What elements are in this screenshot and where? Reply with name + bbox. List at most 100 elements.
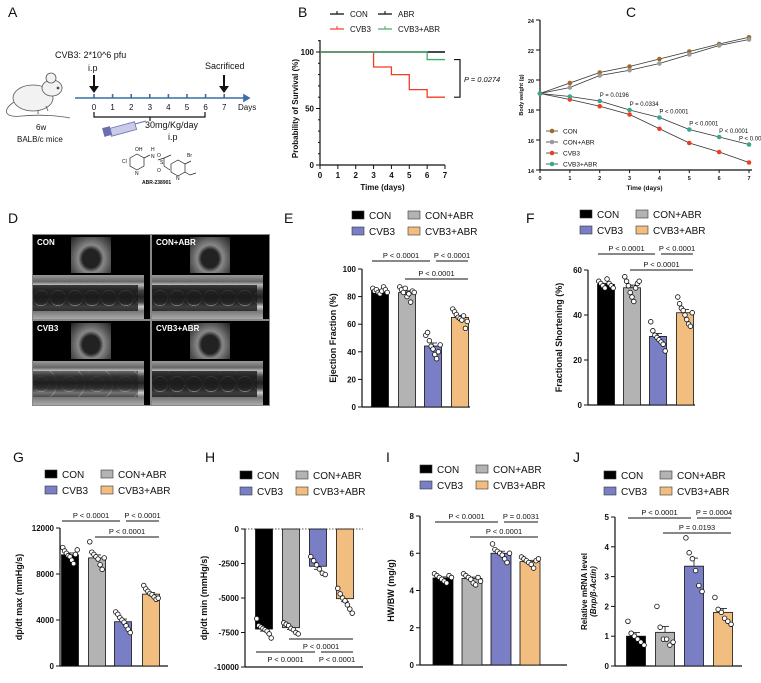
data-point <box>70 560 77 567</box>
legend-label: CVB3+ABR <box>425 227 478 238</box>
legend-item: CON+ABR <box>546 140 595 147</box>
data-point <box>689 310 695 316</box>
data-point <box>718 609 725 616</box>
panel-label-e: E <box>284 210 293 226</box>
atom-label: Br <box>187 153 192 159</box>
data-point <box>657 61 662 66</box>
timeline-day-label: 1 <box>110 103 115 112</box>
data-point <box>489 541 496 547</box>
data-point <box>402 285 408 292</box>
weight-line-con <box>539 36 750 94</box>
y-axis-label: dp/dt min (mmHg/s) <box>199 556 209 641</box>
atom-label: OH <box>135 147 143 153</box>
legend-swatch <box>100 485 114 495</box>
echo-2d-view <box>71 237 111 273</box>
data-point <box>411 289 417 296</box>
p-value-label: P < 0.0001 <box>659 110 689 116</box>
data-point <box>437 342 443 348</box>
data-point <box>101 555 107 561</box>
p-value-label: P < 0.0001 <box>319 655 355 664</box>
y-tick-label: 12000 <box>32 524 55 533</box>
legend-swatch <box>579 209 593 219</box>
bar-chart-e: CON CON+ABR CVB3 CVB3+ABR 0 20 40 60 80 100 Ejecti… <box>328 210 478 412</box>
echo-label: CON+ABR <box>156 238 196 247</box>
y-tick-label: 4 <box>410 587 415 596</box>
y-tick-label: 20 <box>347 375 356 384</box>
mouse-icon <box>6 72 71 119</box>
data-point <box>567 94 573 99</box>
y-tick-label: 0 <box>605 662 610 671</box>
data-point <box>746 142 752 147</box>
data-point <box>629 294 635 300</box>
data-point <box>426 338 433 344</box>
legend-item: CVB3 <box>239 486 284 498</box>
p-value-label: P < 0.0001 <box>486 527 522 536</box>
legend-item: CVB3+ABR <box>659 486 730 498</box>
legend-item: CON+ABR <box>407 210 474 222</box>
legend-item: CON+ABR <box>635 209 702 221</box>
legend-label: CVB3 <box>597 226 624 237</box>
data-point <box>632 285 639 291</box>
data-point <box>670 639 676 645</box>
p-value-label: P < 0.0001 <box>608 244 644 253</box>
p-value-label: P < 0.0001 <box>434 251 470 260</box>
legend-item: CVB3+ABR <box>378 25 440 34</box>
legend-label: CON+ABR <box>677 471 726 482</box>
echo-m-mode <box>152 275 263 319</box>
x-tick-label: 2 <box>598 176 601 182</box>
legend-label: CON <box>437 465 459 476</box>
y-tick-label: -10000 <box>214 663 239 672</box>
legend-swatch <box>239 486 253 496</box>
y-tick-label: 22 <box>528 49 534 55</box>
data-point <box>648 319 654 325</box>
data-point <box>72 551 79 558</box>
legend-item: CON+ABR <box>100 469 167 481</box>
data-point <box>625 283 632 289</box>
survival-line-cvb3 <box>320 51 445 98</box>
data-point <box>530 565 537 571</box>
y-tick-label: -5000 <box>219 594 240 603</box>
bar-con-abr <box>398 292 416 408</box>
arrow-down-icon <box>219 75 229 93</box>
data-point <box>634 636 641 642</box>
data-point <box>641 642 647 648</box>
legend-item: CON+ABR <box>295 470 362 482</box>
panel-labels: A B C D E F G H I J <box>8 4 636 465</box>
legend-item: CVB3+ABR <box>295 486 366 498</box>
data-point <box>384 289 390 296</box>
days-label: Days <box>238 103 256 112</box>
p-value-label: P = 0.0193 <box>679 523 715 532</box>
data-point <box>638 639 644 645</box>
data-point <box>657 624 663 630</box>
y-tick-label: 8 <box>410 512 415 521</box>
y-tick-label: 20 <box>573 356 582 365</box>
legend-item: CVB3 <box>546 151 580 158</box>
data-point <box>597 98 603 104</box>
legend-label: CVB3+ABR <box>653 226 706 237</box>
legend-label: CON <box>62 470 84 481</box>
legend-swatch <box>44 469 58 479</box>
data-point <box>99 566 105 573</box>
data-point <box>472 582 479 588</box>
bar-con <box>597 283 615 406</box>
bar-chart-f: CON CON+ABR CVB3 CVB3+ABR 0 20 40 60 Fractional … <box>554 209 706 410</box>
legend-swatch <box>407 210 421 220</box>
bar-chart-g: CON CON+ABR CVB3 CVB3+ABR 0 4000 8000 12000 dp/d… <box>14 469 171 671</box>
panel-label-i: I <box>386 449 390 465</box>
survival-chart: 0 50 100 0 1 2 3 4 5 6 7 Time (days) Probability of … <box>291 10 500 192</box>
legend-label: CON+ABR <box>313 471 362 482</box>
data-point <box>95 556 101 562</box>
data-point <box>475 574 481 581</box>
data-point <box>689 556 696 562</box>
data-point <box>407 299 414 305</box>
data-point <box>715 606 721 613</box>
data-point <box>535 556 542 562</box>
data-point <box>337 591 343 597</box>
echo-2d-view <box>71 323 111 359</box>
x-tick-label: 7 <box>443 171 448 180</box>
p-value-label: P < 0.0001 <box>109 527 145 536</box>
timeline-day-label: 6 <box>203 103 208 112</box>
atom-label: N <box>151 154 155 160</box>
legend-label: CON <box>369 211 391 222</box>
data-point <box>155 595 161 601</box>
